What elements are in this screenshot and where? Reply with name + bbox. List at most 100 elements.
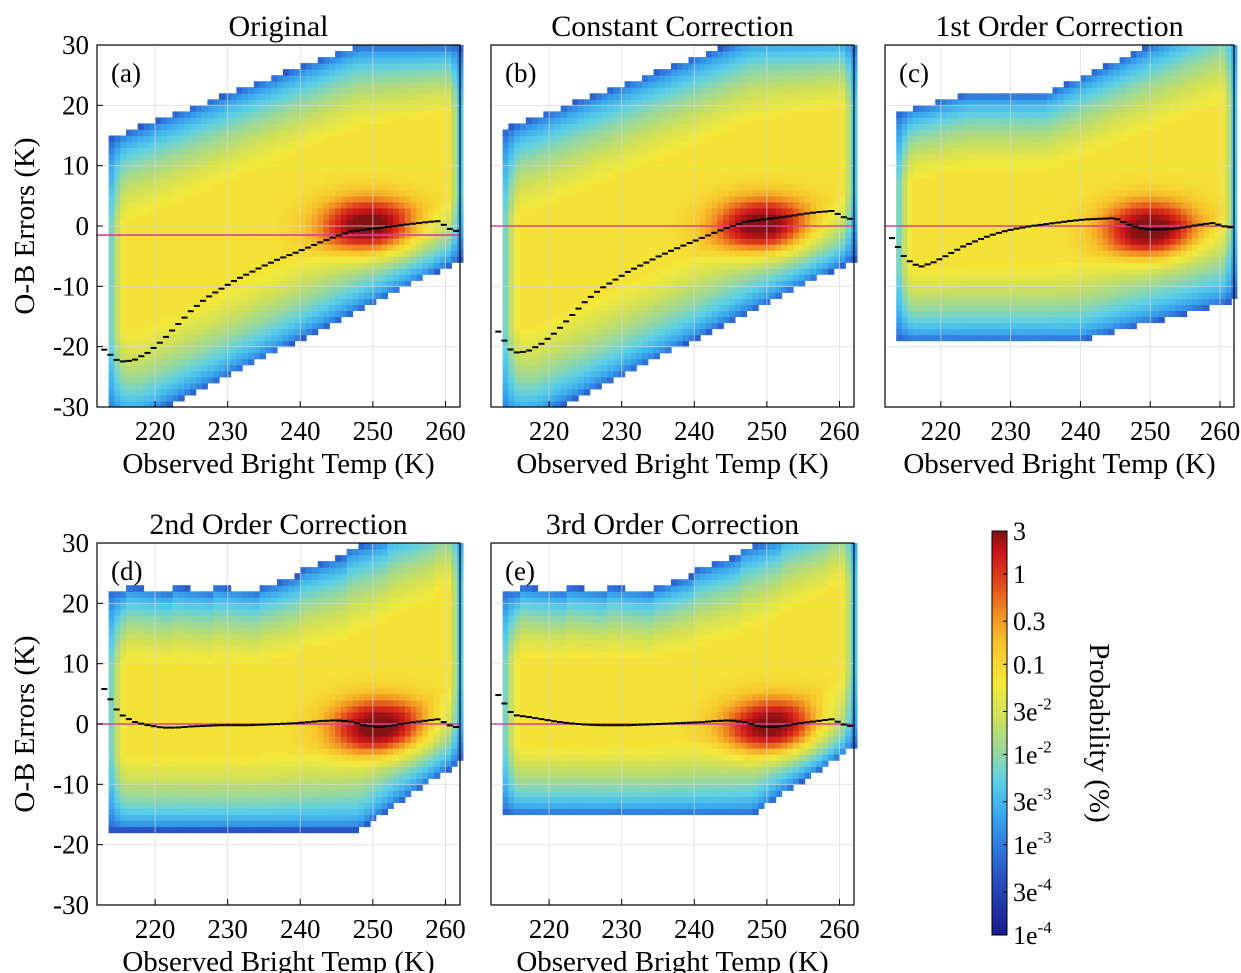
heatmap-cell [404, 268, 412, 275]
heatmap-cell [428, 87, 435, 94]
heatmap-cell [375, 183, 383, 191]
heatmap-cell [288, 256, 296, 263]
heatmap-cell [607, 159, 614, 167]
heatmap-cell [207, 189, 214, 197]
heatmap-cell [108, 370, 115, 378]
heatmap-cell [508, 141, 515, 149]
heatmap-cell [131, 334, 139, 342]
heatmap-cell [155, 292, 162, 299]
heatmap-cell [178, 262, 185, 269]
heatmap-cell [306, 147, 313, 155]
heatmap-cell [160, 147, 168, 155]
heatmap-cell [300, 189, 307, 197]
heatmap-cell [439, 207, 447, 215]
heatmap-cell [752, 232, 759, 239]
heatmap-cell [688, 232, 695, 239]
heatmap-cell [589, 256, 597, 263]
heatmap-cell [560, 310, 568, 318]
heatmap-cell [740, 171, 748, 179]
heatmap-cell [688, 334, 695, 342]
heatmap-cell [554, 123, 562, 130]
heatmap-cell [682, 316, 690, 324]
heatmap-cell [746, 238, 753, 245]
heatmap-cell [647, 111, 655, 118]
heatmap-cell [410, 189, 417, 197]
heatmap-cell [381, 135, 388, 143]
heatmap-cell [358, 51, 365, 58]
heatmap-cell [520, 340, 527, 348]
heatmap-cell [746, 262, 753, 269]
heatmap-cell [300, 334, 307, 342]
heatmap-cell [120, 316, 127, 324]
heatmap-cell [422, 226, 429, 233]
heatmap-cell [404, 141, 412, 149]
heatmap-cell [734, 171, 742, 179]
heatmap-cell [700, 232, 707, 239]
heatmap-cell [317, 322, 325, 330]
heatmap-cell [630, 135, 637, 143]
heatmap-cell [752, 63, 759, 70]
heatmap-cell [155, 322, 162, 330]
heatmap-cell [734, 45, 742, 52]
heatmap-cell [583, 99, 591, 106]
heatmap-cell [219, 256, 226, 263]
heatmap-cell [387, 69, 394, 76]
heatmap-cell [317, 250, 325, 257]
heatmap-cell [253, 123, 261, 130]
heatmap-cell [659, 129, 666, 137]
heatmap-cell [201, 129, 208, 137]
heatmap-cell [323, 141, 330, 149]
heatmap-cell [306, 280, 313, 287]
heatmap-cell [393, 286, 400, 293]
heatmap-cell [393, 177, 400, 185]
heatmap-cell [149, 298, 156, 305]
heatmap-cell [189, 117, 197, 124]
heatmap-cell [282, 183, 290, 191]
heatmap-cell [630, 87, 637, 94]
heatmap-cell [311, 135, 319, 143]
heatmap-cell [282, 189, 290, 197]
heatmap-cell [236, 165, 243, 173]
heatmap-cell [329, 159, 336, 167]
heatmap-cell [195, 334, 203, 342]
heatmap-cell [734, 147, 742, 155]
heatmap-cell [659, 346, 666, 354]
heatmap-cell [236, 189, 243, 197]
heatmap-cell [636, 286, 643, 293]
heatmap-cell [358, 111, 365, 118]
heatmap-cell [647, 93, 655, 100]
heatmap-cell [346, 220, 354, 227]
heatmap-cell [531, 232, 539, 239]
heatmap-cell [126, 213, 133, 221]
heatmap-cell [335, 93, 342, 100]
heatmap-cell [335, 165, 342, 173]
heatmap-cell [294, 177, 301, 185]
heatmap-cell [549, 316, 556, 324]
heatmap-cell [149, 189, 156, 197]
heatmap-cell [160, 280, 168, 287]
heatmap-cell [375, 129, 383, 137]
heatmap-cell [758, 220, 765, 227]
heatmap-cell [578, 105, 585, 112]
heatmap-cell [219, 262, 226, 269]
heatmap-cell [624, 135, 631, 143]
heatmap-cell [578, 268, 585, 275]
heatmap-cell [711, 280, 719, 287]
heatmap-cell [387, 171, 394, 179]
heatmap-cell [671, 207, 678, 215]
heatmap-cell [404, 105, 412, 112]
heatmap-cell [131, 256, 139, 263]
heatmap-cell [734, 63, 742, 70]
heatmap-cell [676, 117, 684, 124]
heatmap-cell [126, 226, 133, 233]
heatmap-cell [560, 274, 568, 281]
heatmap-cell [399, 141, 406, 149]
heatmap-cell [131, 394, 139, 402]
heatmap-cell [520, 364, 527, 372]
heatmap-cell [647, 123, 655, 130]
heatmap-cell [451, 220, 458, 227]
heatmap-cell [381, 171, 388, 179]
heatmap-cell [647, 129, 655, 137]
heatmap-cell [358, 177, 365, 185]
heatmap-cell [659, 75, 666, 82]
